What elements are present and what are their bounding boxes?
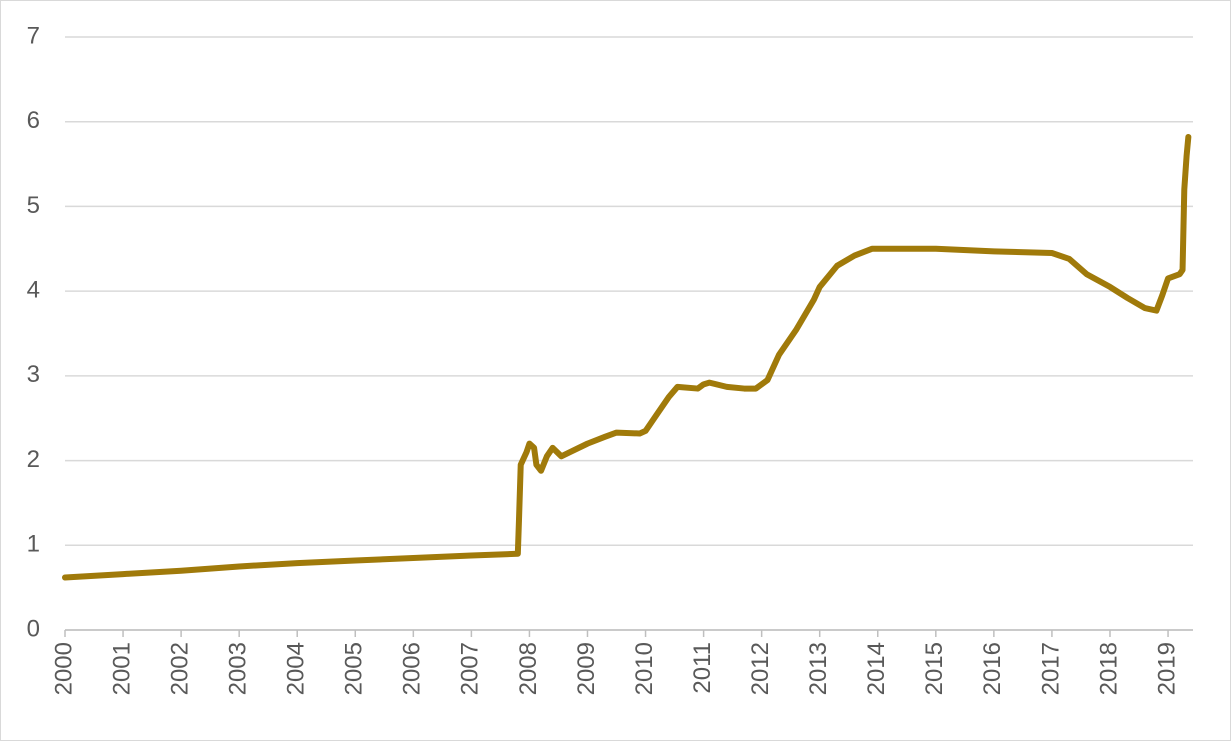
y-tick-label: 5 xyxy=(27,192,40,219)
x-tick-label: 2001 xyxy=(108,642,135,695)
x-tick-label: 2006 xyxy=(399,642,426,695)
x-tick-label: 2015 xyxy=(921,642,948,695)
y-tick-label: 1 xyxy=(27,531,40,558)
x-tick-label: 2011 xyxy=(689,642,716,694)
y-tick-label: 3 xyxy=(27,361,40,388)
x-tick-label: 2008 xyxy=(515,642,542,695)
x-tick-label: 2003 xyxy=(225,642,252,695)
x-tick-label: 2012 xyxy=(747,642,774,695)
x-tick-label: 2014 xyxy=(863,642,890,695)
x-tick-label: 2002 xyxy=(166,642,193,695)
x-tick-label: 2009 xyxy=(573,642,600,695)
x-tick-label: 2010 xyxy=(631,642,658,695)
x-tick-label: 2005 xyxy=(341,642,368,695)
y-tick-label: 0 xyxy=(27,615,40,642)
x-tick-label: 2016 xyxy=(979,642,1006,695)
x-tick-label: 2000 xyxy=(50,642,77,695)
x-tick-label: 2017 xyxy=(1037,642,1064,695)
y-tick-label: 7 xyxy=(27,22,40,49)
y-tick-label: 2 xyxy=(27,446,40,473)
x-tick-label: 2019 xyxy=(1153,642,1180,695)
x-tick-label: 2013 xyxy=(805,642,832,695)
data-line xyxy=(62,133,1192,581)
x-tick-label: 2007 xyxy=(457,642,484,695)
y-tick-label: 6 xyxy=(27,107,40,134)
x-tick-label: 2004 xyxy=(283,642,310,695)
y-tick-label: 4 xyxy=(27,276,40,303)
x-tick-label: 2018 xyxy=(1095,642,1122,695)
